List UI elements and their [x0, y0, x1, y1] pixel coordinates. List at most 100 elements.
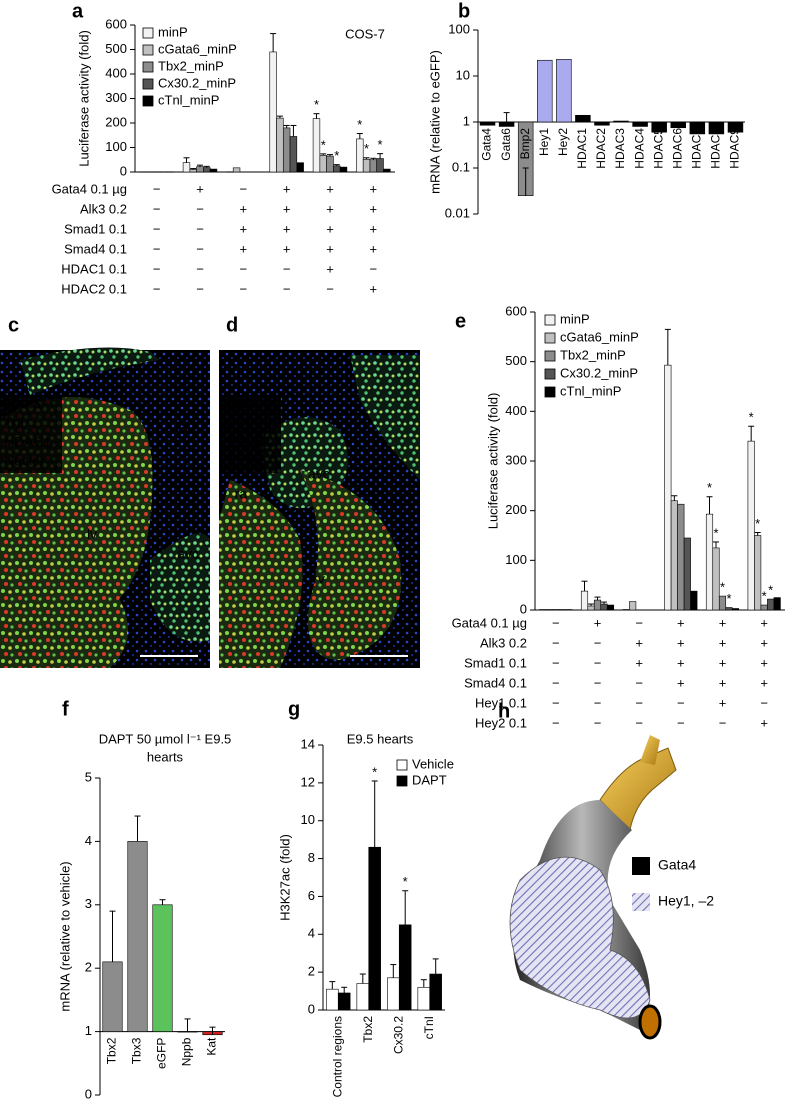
legend-label: Gata4 [658, 857, 696, 873]
condition-sign: − [196, 221, 204, 236]
x-tick-label: Tbx2 [105, 1037, 119, 1064]
condition-sign: + [760, 675, 768, 690]
significance: * [314, 97, 319, 112]
bar [727, 121, 744, 133]
region-label: rv [313, 571, 325, 587]
panel-label: c [8, 314, 19, 336]
condition-sign: + [326, 221, 334, 236]
bar [690, 590, 698, 611]
legend-label: Vehicle [412, 756, 454, 771]
bar [760, 604, 768, 611]
y-tick-label: 4 [85, 833, 92, 848]
x-tick-label: Gata6 [499, 128, 513, 161]
condition-sign: + [719, 635, 727, 650]
condition-sign: + [283, 221, 291, 236]
significance: * [768, 583, 773, 598]
bar [387, 977, 400, 1011]
legend-label: Cx30.2_minP [158, 75, 236, 90]
region-label: ra [235, 486, 248, 502]
x-tick-label: HDAC4 [632, 128, 646, 169]
bar [600, 603, 608, 611]
significance: * [762, 588, 767, 603]
condition-sign: − [370, 261, 378, 276]
legend-label: Nuclei [223, 453, 262, 469]
legend-label: minP [158, 24, 188, 39]
bar [754, 535, 762, 611]
condition-sign: − [760, 695, 768, 710]
bar [333, 165, 341, 173]
condition-label: HDAC2 0.1 [61, 281, 127, 296]
condition-sign: + [677, 675, 685, 690]
condition-label: Smad1 0.1 [464, 655, 527, 670]
bar [319, 155, 327, 173]
chart-title: DAPT 50 µmol l⁻¹ E9.5 [99, 731, 232, 746]
bar [606, 604, 615, 611]
bar [146, 171, 154, 173]
bar [747, 440, 755, 611]
bar [537, 59, 553, 123]
condition-sign: + [326, 241, 334, 256]
y-tick-label: 6 [308, 888, 315, 903]
y-tick-label: 1 [463, 113, 470, 128]
legend-swatch [544, 314, 556, 326]
y-tick-label: 0 [85, 1086, 92, 1101]
significance: * [372, 764, 377, 779]
legend-swatch [396, 775, 408, 787]
y-tick-label: 0.1 [452, 159, 470, 174]
bar [127, 841, 148, 1032]
legend-label: Cx30.2_minP [560, 365, 638, 380]
bar [545, 609, 553, 611]
condition-sign: + [240, 221, 248, 236]
y-tick-label: 500 [105, 41, 127, 56]
condition-sign: − [594, 635, 602, 650]
condition-sign: − [196, 201, 204, 216]
panel-label: e [455, 310, 466, 332]
legend-label: E10.5 [223, 396, 260, 412]
x-tick-label: HDAC1 [575, 128, 589, 169]
condition-sign: − [326, 281, 334, 296]
bar [189, 169, 197, 173]
bar [556, 59, 572, 123]
y-tick-label: 8 [308, 850, 315, 865]
legend-label: Hey1, –2 [658, 893, 714, 909]
bar [613, 120, 629, 123]
significance: * [707, 480, 712, 495]
condition-sign: − [594, 715, 602, 730]
chart-title: E9.5 hearts [347, 731, 414, 746]
condition-sign: − [283, 281, 291, 296]
condition-sign: − [196, 281, 204, 296]
region-label: avc [177, 546, 199, 562]
condition-sign: − [153, 241, 161, 256]
bar [398, 924, 412, 1011]
y-tick-label: 600 [505, 303, 527, 318]
tissue [0, 582, 128, 668]
condition-sign: + [719, 675, 727, 690]
legend-background [0, 395, 62, 473]
condition-sign: − [552, 615, 560, 630]
condition-sign: + [240, 201, 248, 216]
condition-sign: + [719, 615, 727, 630]
condition-sign: − [552, 635, 560, 650]
bar [209, 168, 218, 173]
bar [593, 599, 602, 611]
y-tick-label: 0 [120, 163, 127, 178]
bar [670, 121, 686, 129]
bar [622, 609, 630, 611]
bar [383, 168, 391, 173]
bar [282, 127, 291, 173]
condition-sign: − [153, 261, 161, 276]
condition-sign: + [594, 615, 602, 630]
y-tick-label: 2 [308, 964, 315, 979]
condition-sign: + [370, 221, 378, 236]
bar [429, 973, 442, 1011]
panel-label: b [458, 0, 470, 22]
bar [166, 171, 174, 173]
significance: * [755, 516, 760, 531]
bar [718, 595, 727, 611]
y-tick-label: 200 [505, 502, 527, 517]
y-tick-label: 12 [301, 774, 315, 789]
condition-sign: + [370, 281, 378, 296]
condition-sign: + [719, 655, 727, 670]
legend-label: DAPT [412, 772, 447, 787]
